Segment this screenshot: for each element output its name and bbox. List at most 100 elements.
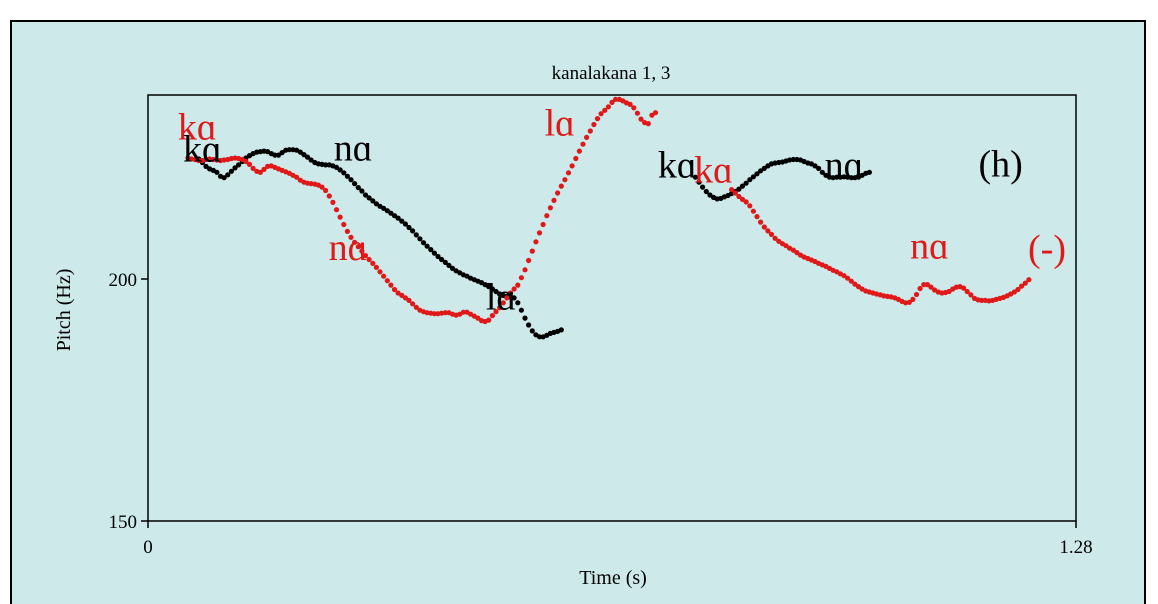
data-point-1-87: [500, 300, 506, 306]
data-point-0-55: [395, 215, 401, 221]
data-point-1-30: [294, 174, 300, 180]
annotation-label-4: nɑ: [329, 227, 368, 269]
data-point-1-85: [493, 309, 499, 315]
data-point-1-115: [602, 107, 608, 113]
annotation-label-8: nɑ: [825, 145, 864, 187]
data-point-1-83: [486, 317, 492, 323]
data-point-0-90: [522, 315, 528, 321]
data-point-1-180: [910, 296, 916, 302]
annotation-label-1: kɑ: [183, 129, 222, 171]
annotation-label-11: (-): [1028, 228, 1066, 270]
data-point-1-210: [1019, 283, 1025, 289]
data-point-1-89: [507, 290, 514, 296]
data-point-1-123: [631, 105, 637, 111]
data-point-0-58: [406, 224, 412, 231]
data-point-1-212: [1026, 277, 1032, 283]
data-point-0-92: [529, 328, 535, 334]
data-point-1-63: [413, 304, 419, 310]
data-point-0-35: [323, 162, 329, 168]
data-point-1-62: [410, 301, 416, 307]
data-point-0-7: [221, 175, 227, 181]
data-point-1-88: [504, 295, 510, 301]
annotation-label-10: nɑ: [910, 226, 949, 268]
data-point-1-90: [511, 286, 517, 292]
data-point-1-58: [395, 290, 401, 296]
data-point-0-44: [355, 185, 361, 191]
data-point-1-141: [768, 231, 775, 237]
data-point-1-47: [355, 244, 361, 250]
x-axis-label: Time (s): [579, 567, 647, 589]
data-point-1-45: [348, 234, 354, 240]
data-point-1-137: [754, 214, 760, 220]
data-point-0-61: [417, 236, 423, 242]
data-point-0-128: [790, 156, 796, 163]
data-point-1-116: [605, 104, 612, 110]
data-point-0-21: [272, 152, 278, 158]
data-point-1-183: [921, 282, 927, 288]
data-point-1-138: [758, 219, 764, 225]
data-point-1-113: [594, 116, 601, 122]
data-point-1-211: [1022, 280, 1028, 286]
data-point-0-31: [308, 157, 314, 163]
data-point-0-9: [228, 168, 234, 174]
chart-title: kanalakana 1, 3: [552, 63, 671, 84]
data-point-1-108: [576, 148, 583, 154]
data-point-0-57: [402, 221, 408, 227]
data-point-1-39: [326, 193, 332, 199]
data-point-0-80: [486, 284, 492, 290]
data-point-0-30: [304, 154, 311, 160]
data-point-1-179: [906, 299, 912, 305]
data-point-1-20: [257, 169, 263, 175]
data-point-1-86: [497, 305, 503, 311]
x-tick-label-0: 0: [143, 537, 153, 558]
data-point-0-103: [700, 184, 706, 190]
data-point-1-162: [845, 275, 851, 281]
data-point-1-93: [522, 267, 528, 273]
x-tick-label-1.28: 1.28: [1059, 537, 1092, 558]
data-point-0-87: [511, 295, 517, 301]
data-point-1-190: [946, 288, 952, 295]
y-axis-label: Pitch (Hz): [53, 269, 75, 352]
data-point-0-100: [558, 327, 564, 333]
data-point-0-114: [739, 183, 746, 189]
annotation-label-6: kɑ: [658, 145, 697, 187]
data-point-0-39: [337, 167, 343, 173]
data-point-0-25: [286, 147, 292, 153]
annotation-label-7: kɑ: [694, 150, 733, 192]
data-point-1-127: [645, 121, 651, 127]
annotation-label-2: nɑ: [334, 128, 373, 170]
data-point-1-18: [250, 165, 256, 171]
data-point-0-40: [341, 170, 347, 176]
plot-area-frame: [147, 94, 1077, 522]
data-point-0-10: [232, 165, 238, 171]
data-point-0-51: [381, 205, 387, 211]
data-point-1-140: [765, 228, 771, 234]
data-point-0-46: [362, 192, 369, 198]
data-point-1-117: [609, 99, 615, 105]
data-point-1-134: [743, 199, 749, 205]
y-tick-label-200: 200: [109, 270, 138, 291]
data-point-1-199: [979, 297, 985, 303]
data-point-0-67: [439, 256, 445, 263]
data-point-0-11: [236, 162, 242, 168]
data-point-1-98: [540, 221, 546, 228]
data-point-1-99: [544, 213, 550, 219]
data-point-1-95: [529, 248, 535, 254]
data-point-1-132: [736, 193, 742, 200]
data-point-1-135: [747, 203, 753, 209]
plot-background: [10, 20, 1146, 604]
data-point-0-47: [366, 195, 372, 201]
data-point-1-51: [370, 260, 376, 266]
data-point-1-96: [533, 239, 539, 245]
data-point-1-130: [729, 187, 735, 193]
data-point-1-55: [384, 278, 390, 284]
data-point-0-59: [410, 228, 416, 234]
data-point-1-114: [598, 111, 604, 117]
data-point-1-52: [373, 264, 379, 270]
data-point-1-136: [750, 208, 757, 214]
data-point-0-69: [446, 262, 452, 268]
annotation-label-9: (h): [978, 143, 1022, 185]
data-point-1-105: [565, 170, 572, 176]
data-point-1-195: [964, 288, 970, 295]
